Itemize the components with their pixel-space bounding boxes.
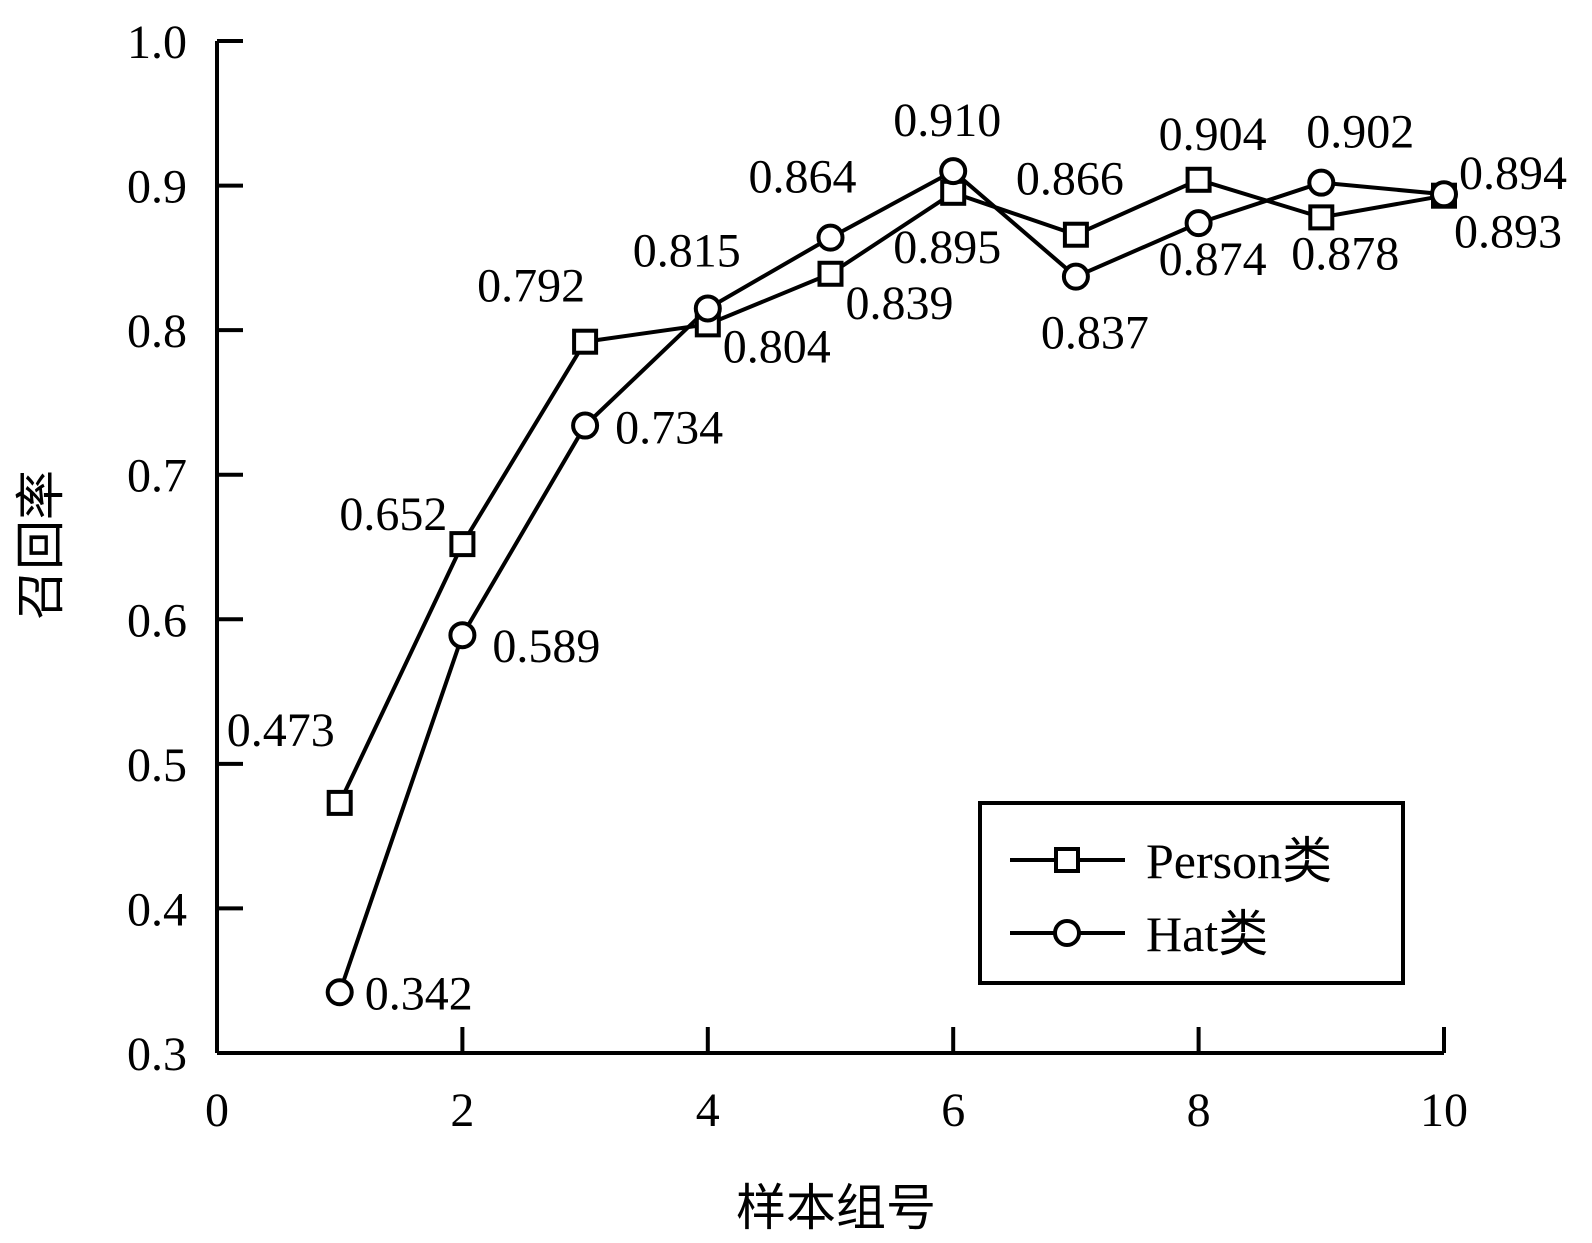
person-point	[449, 531, 476, 558]
x-axis-title: 样本组号	[736, 1180, 936, 1236]
person-point	[572, 328, 599, 355]
person-data-label: 0.839	[846, 277, 954, 330]
y-tick-label: 0.8	[127, 305, 187, 358]
x-tick-label: 6	[941, 1084, 965, 1137]
hat-point	[571, 411, 600, 440]
hat-point	[448, 621, 477, 650]
series-line-hat	[337, 168, 1445, 993]
hat-point	[1307, 168, 1336, 197]
hat-point	[1184, 209, 1213, 238]
person-data-label: 0.878	[1291, 227, 1399, 280]
x-tick-label: 4	[696, 1084, 720, 1137]
hat-data-label: 0.910	[893, 94, 1001, 147]
axes: 0.3 0.4 0.5 0.6 0.7 0.8 0.9 1.0 0 2 4 6 8 10	[127, 16, 1468, 1137]
y-tick-label: 0.5	[127, 739, 187, 792]
x-tick-label: 10	[1420, 1084, 1468, 1137]
hat-data-label: 0.864	[749, 151, 857, 204]
y-tick-label: 0.7	[127, 450, 187, 503]
y-axis-title: 召回率	[13, 470, 69, 620]
legend-hat-marker	[1053, 919, 1081, 947]
hat-point	[816, 223, 845, 252]
x-tick-label: 2	[450, 1084, 474, 1137]
person-data-label: 0.473	[227, 704, 335, 757]
legend-person-label: Person类	[1146, 833, 1332, 889]
person-point	[817, 260, 844, 287]
y-tick-label: 1.0	[127, 16, 187, 69]
y-tick-label: 0.4	[127, 883, 187, 936]
hat-point	[1430, 180, 1458, 209]
person-point	[326, 789, 353, 816]
hat-data-label: 0.902	[1306, 106, 1414, 159]
legend-box	[978, 801, 1405, 985]
hat-data-label: 0.734	[615, 402, 723, 455]
person-point	[1308, 204, 1335, 231]
legend-hat-label: Hat类	[1146, 906, 1268, 962]
legend: Person类 Hat类	[978, 801, 1405, 985]
x-tick-label: 0	[205, 1084, 229, 1137]
hat-data-label: 0.837	[1041, 307, 1149, 360]
y-tick-label: 0.9	[127, 161, 187, 214]
person-data-label: 0.652	[339, 488, 447, 541]
hat-point	[939, 157, 968, 186]
series-layer	[325, 157, 1458, 1007]
person-data-label: 0.895	[893, 221, 1001, 274]
person-point	[1185, 166, 1212, 193]
person-point	[1062, 221, 1089, 248]
person-data-label: 0.904	[1159, 108, 1267, 161]
x-tick-label: 8	[1187, 1084, 1211, 1137]
hat-data-label: 0.874	[1159, 233, 1267, 286]
hat-point	[693, 294, 722, 323]
hat-data-label: 0.815	[633, 224, 741, 277]
hat-data-label: 0.894	[1459, 147, 1567, 200]
hat-data-label: 0.589	[492, 620, 600, 673]
y-tick-label: 0.6	[127, 594, 187, 647]
hat-data-label: 0.342	[365, 967, 473, 1020]
person-data-label: 0.893	[1454, 206, 1562, 259]
person-data-label: 0.792	[477, 260, 585, 313]
legend-person-marker	[1054, 847, 1080, 873]
hat-point	[325, 978, 354, 1007]
series-line-person	[337, 177, 1445, 804]
hat-point	[1061, 262, 1090, 291]
person-data-label: 0.866	[1016, 153, 1124, 206]
person-data-label: 0.804	[723, 320, 831, 373]
y-tick-label: 0.3	[127, 1028, 187, 1081]
